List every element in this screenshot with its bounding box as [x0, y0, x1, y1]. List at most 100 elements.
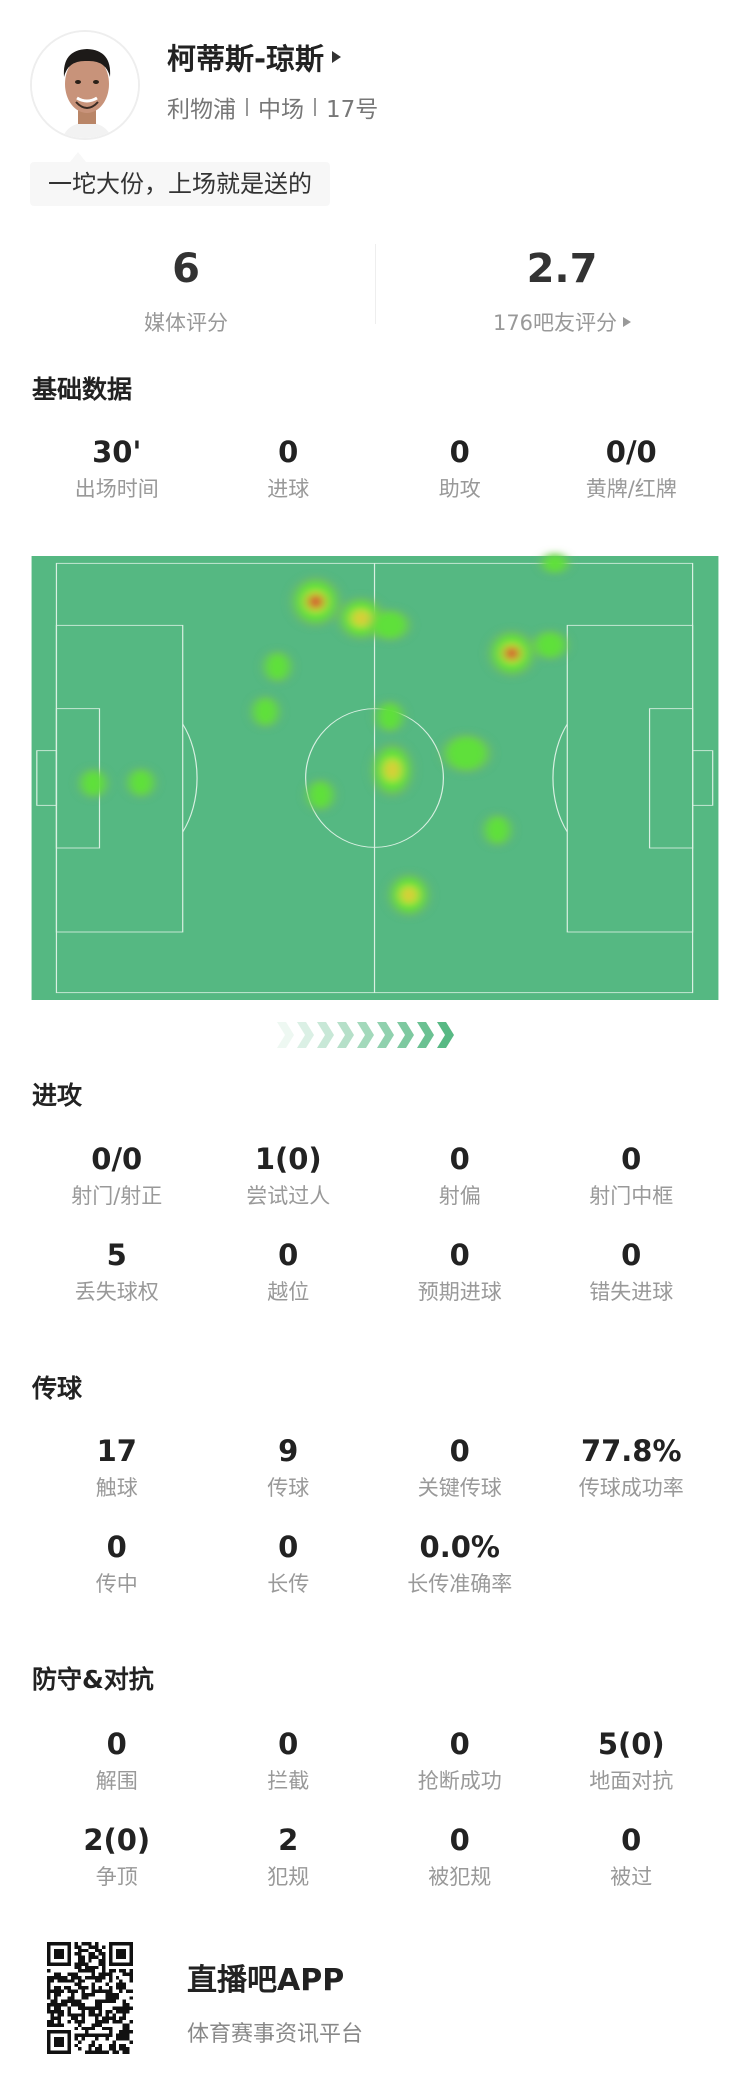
chevron-right-icon	[277, 1022, 294, 1048]
qr-module	[119, 1969, 123, 1973]
qr-module	[115, 2050, 120, 2054]
qr-module	[84, 2006, 89, 2010]
qr-module	[108, 1989, 113, 1993]
qr-module	[95, 2033, 99, 2038]
qr-module	[95, 1975, 99, 1980]
qr-module	[74, 1965, 78, 1970]
qr-module	[95, 2006, 99, 2010]
qr-module	[108, 1969, 113, 1973]
defense-stats: 0 解围 0 拦截 0 抢断成功 5(0) 地面对抗 2(0) 争顶 2 犯规 0 被犯规 0 被过	[31, 1727, 717, 1891]
stat-label: 越位	[267, 1280, 310, 1304]
heat-spot	[372, 611, 407, 639]
qr-module	[57, 1979, 61, 1983]
stat-item: 1(0) 尝试过人	[203, 1142, 375, 1210]
qr-module	[108, 1996, 113, 2000]
stat-label: 争顶	[95, 1865, 138, 1889]
qr-module	[74, 2016, 78, 2021]
rating-divider	[375, 244, 376, 324]
qr-module	[74, 2033, 78, 2038]
stat-label: 传球成功率	[578, 1476, 684, 1500]
stat-value: 0	[449, 1823, 470, 1857]
qr-module	[91, 1972, 96, 1976]
qr-module	[122, 2009, 127, 2014]
chevron-right-icon	[397, 1022, 414, 1048]
qr-module	[47, 1969, 51, 1973]
qr-module	[57, 2016, 61, 2021]
qr-module	[98, 1986, 103, 1990]
stat-item: 0.0% 长传准确率	[374, 1530, 546, 1598]
stat-value: 0/0	[91, 1142, 143, 1176]
qr-module	[91, 2033, 96, 2038]
qr-module	[122, 1982, 127, 1987]
qr-module	[50, 2023, 54, 2027]
player-name-link[interactable]: 柯蒂斯-琼斯	[167, 36, 342, 78]
qr-module	[53, 1972, 58, 1976]
qr-module	[126, 2023, 130, 2027]
qr-module	[126, 1989, 130, 1993]
qr-module	[98, 2009, 103, 2014]
stat-value: 0	[449, 1727, 470, 1761]
qr-module	[95, 2013, 99, 2017]
play-arrow-icon	[332, 51, 342, 63]
heat-spot	[384, 760, 400, 780]
qr-module	[81, 2003, 85, 2007]
qr-module	[84, 2026, 89, 2031]
stat-label: 拦截	[267, 1769, 310, 1793]
qr-module	[126, 2030, 130, 2034]
qr-module	[53, 1996, 58, 2000]
stat-label: 黄牌/红牌	[585, 477, 677, 501]
qr-module	[74, 2003, 78, 2007]
qr-module	[105, 2009, 109, 2014]
qr-module	[77, 2003, 82, 2007]
chevron-right-icon	[337, 1022, 354, 1048]
player-avatar[interactable]	[30, 30, 140, 140]
qr-module	[77, 2040, 82, 2044]
qr-module	[77, 1969, 82, 1973]
qr-module	[112, 2043, 116, 2048]
qr-module	[122, 1986, 127, 1990]
qr-module	[102, 1972, 106, 1976]
qr-module	[57, 1986, 61, 1990]
qr-module	[119, 2033, 123, 2038]
divider	[246, 98, 248, 116]
qr-module	[98, 2020, 103, 2024]
heatmap-pitch	[31, 552, 719, 1000]
qr-module	[105, 2026, 109, 2031]
qr-module	[126, 2047, 130, 2051]
qr-module	[77, 1948, 82, 1953]
qr-module	[102, 1952, 106, 1956]
qr-module	[122, 2030, 127, 2034]
qr-module	[91, 1952, 96, 1956]
fan-rating-label: 176吧友评分	[492, 311, 618, 335]
heat-spot	[543, 554, 567, 573]
qr-code[interactable]	[47, 1942, 133, 2054]
qr-module	[112, 2047, 116, 2051]
qr-module	[122, 2043, 127, 2048]
qr-module	[57, 2006, 61, 2010]
player-name: 柯蒂斯-琼斯	[167, 42, 325, 76]
stat-label: 进球	[267, 477, 310, 501]
qr-module	[57, 2023, 61, 2027]
qr-module	[91, 1986, 96, 1990]
qr-module	[77, 2020, 82, 2024]
section-title-defense: 防守&对抗	[32, 1665, 154, 1694]
qr-module	[129, 1989, 133, 1993]
qr-module	[122, 2003, 127, 2007]
heat-spot	[308, 781, 333, 809]
qr-module	[84, 1969, 89, 1973]
qr-module	[119, 2030, 123, 2034]
qr-module	[64, 2003, 68, 2007]
fan-rating[interactable]: 2.7 176吧友评分	[412, 245, 712, 337]
qr-module	[129, 1975, 133, 1980]
qr-finder	[115, 1948, 127, 1959]
stat-label: 丢失球权	[74, 1280, 159, 1304]
qr-module	[88, 1965, 92, 1970]
qr-module	[77, 1975, 82, 1980]
qr-module	[126, 2006, 130, 2010]
qr-module	[88, 1945, 92, 1949]
stat-value: 2(0)	[83, 1823, 151, 1857]
qr-module	[74, 1942, 78, 1946]
qr-module	[122, 1999, 127, 2004]
qr-module	[84, 1965, 89, 1970]
qr-module	[119, 1986, 123, 1990]
